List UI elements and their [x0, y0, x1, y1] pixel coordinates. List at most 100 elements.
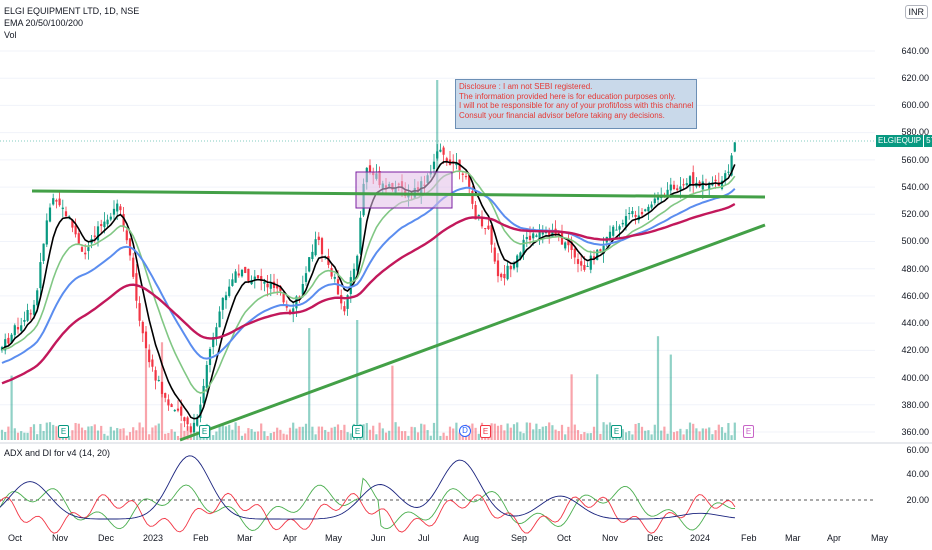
volume-bar: [669, 354, 672, 440]
volume-bar: [260, 423, 263, 440]
candle-body: [61, 207, 64, 210]
candle-body: [167, 399, 170, 406]
adx-indicator-label[interactable]: ADX and DI for v4 (14, 20): [4, 448, 111, 458]
volume-bar: [637, 422, 640, 440]
candle-body: [720, 180, 724, 189]
volume-bar: [4, 432, 7, 440]
volume-bar: [509, 427, 512, 440]
volume-bar: [314, 434, 317, 440]
volume-bar: [90, 426, 93, 440]
volume-bar: [439, 435, 442, 440]
candle-body: [522, 239, 525, 256]
volume-bar: [125, 435, 128, 440]
candle-body: [484, 228, 487, 230]
candle-body: [253, 276, 256, 280]
candle-body: [180, 406, 183, 416]
price-tick: 360.00: [901, 427, 929, 437]
candle-body: [176, 408, 180, 411]
time-tick: Sep: [511, 533, 528, 543]
candle-body: [656, 196, 660, 200]
earnings-event-marker[interactable]: E: [58, 425, 69, 438]
volume-bar: [432, 422, 436, 440]
volume-bar: [644, 430, 647, 440]
volume-bar: [420, 423, 423, 440]
price-tick: 460.00: [901, 291, 929, 301]
volume-bar: [7, 426, 10, 440]
volume-bar: [138, 422, 141, 440]
volume-bar: [343, 424, 346, 440]
volume-bar: [477, 433, 480, 440]
volume-bar: [557, 431, 560, 440]
candle-body: [679, 186, 682, 190]
volume-bar: [426, 430, 429, 440]
volume-bar: [237, 425, 240, 440]
candle-body: [500, 273, 503, 278]
volume-indicator-label[interactable]: Vol: [4, 30, 17, 40]
volume-bar: [586, 433, 589, 440]
earnings-event-marker[interactable]: E: [199, 425, 210, 438]
volume-bar: [247, 428, 250, 440]
candle-body: [647, 206, 650, 212]
candle-body: [490, 225, 493, 245]
time-tick: May: [871, 533, 889, 543]
dividend-event-marker[interactable]: D: [459, 425, 471, 437]
volume-bar: [656, 336, 660, 440]
volume-bar: [71, 430, 74, 440]
candle-body: [445, 158, 448, 162]
candle-body: [212, 336, 215, 348]
volume-bar: [16, 432, 20, 440]
earnings-event-marker[interactable]: E: [480, 425, 491, 438]
volume-bar: [96, 430, 100, 440]
candle-body: [16, 327, 20, 330]
volume-bar: [26, 432, 29, 440]
candle-body: [330, 268, 333, 277]
volume-bar: [624, 432, 628, 440]
volume-bar: [330, 427, 333, 440]
symbol-price-tag: ELGIEQUIP 575.05: [876, 135, 932, 147]
disclaimer-line: Disclosure : I am not SEBI registered.: [459, 82, 593, 91]
currency-button[interactable]: INR: [904, 5, 928, 19]
volume-bar: [80, 427, 84, 440]
candle-body: [244, 266, 247, 273]
disclaimer-line: The information provided here is for edu…: [459, 91, 676, 101]
volume-bar: [429, 435, 432, 440]
candle-body: [173, 410, 176, 412]
volume-bar: [647, 430, 650, 440]
volume-bar: [253, 431, 256, 440]
candle-body: [548, 232, 551, 237]
candle-body: [144, 331, 148, 349]
volume-bar: [423, 424, 426, 440]
volume-bar: [733, 422, 736, 440]
price-tick: 580.00: [901, 127, 929, 137]
candle-body: [199, 404, 202, 418]
price-tick: 520.00: [901, 209, 929, 219]
time-tick: Nov: [602, 533, 619, 543]
upcoming-earnings-marker[interactable]: E: [743, 425, 754, 438]
candle-body: [608, 231, 612, 241]
candle-body: [93, 235, 96, 237]
earnings-event-marker[interactable]: E: [352, 425, 363, 438]
candle-body: [192, 422, 196, 433]
candle-body: [45, 220, 48, 245]
volume-bar: [301, 426, 304, 440]
time-tick: Nov: [52, 533, 69, 543]
earnings-event-marker[interactable]: E: [611, 425, 622, 438]
candle-body: [580, 261, 583, 266]
disclaimer-line: Consult your financial advisor before ta…: [459, 110, 665, 120]
volume-bar: [500, 424, 503, 440]
volume-bar: [583, 432, 586, 440]
volume-bar: [116, 428, 119, 440]
adx-tick: 60.00: [906, 445, 929, 455]
volume-bar: [45, 422, 48, 440]
volume-bar: [679, 428, 682, 440]
candle-body: [103, 221, 106, 228]
volume-bar: [42, 430, 45, 440]
rising-support-line: [179, 223, 766, 442]
ema-indicator-label[interactable]: EMA 20/50/100/200: [4, 18, 84, 28]
symbol-title[interactable]: ELGI EQUIPMENT LTD, 1D, NSE: [4, 6, 140, 16]
candle-body: [676, 188, 679, 191]
candle-body: [535, 235, 538, 237]
candle-body: [596, 249, 599, 260]
volume-bar: [375, 434, 378, 440]
